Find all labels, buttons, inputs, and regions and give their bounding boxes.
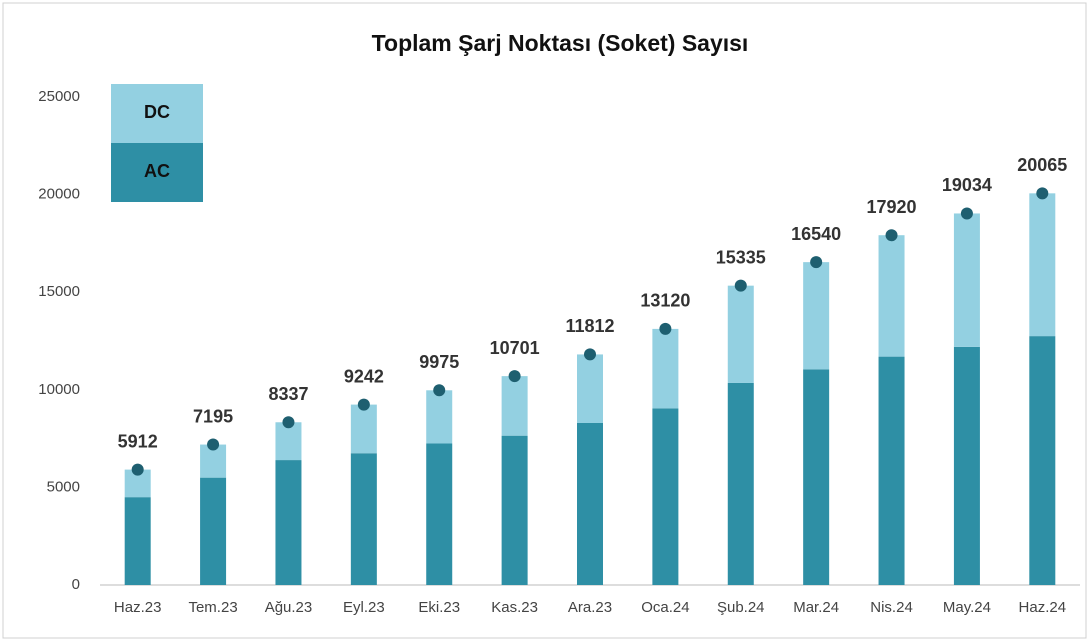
total-label: 11812 (565, 316, 614, 336)
x-tick-label: Şub.24 (717, 599, 765, 616)
y-tick-label: 5000 (47, 478, 80, 495)
legend-swatch (111, 84, 203, 143)
total-label: 9242 (344, 366, 384, 386)
total-label: 7195 (193, 406, 233, 426)
bar-segment (350, 453, 377, 585)
total-dot (810, 256, 823, 269)
total-label: 10701 (490, 338, 540, 358)
x-tick-label: Haz.24 (1019, 599, 1067, 616)
total-dot (885, 229, 898, 242)
bar-segment (275, 460, 302, 585)
y-tick-label: 10000 (38, 381, 80, 398)
x-tick-label: Eyl.23 (343, 599, 385, 616)
bar-segment (577, 422, 603, 585)
x-tick-label: Ara.23 (568, 599, 612, 616)
x-tick-label: Tem.23 (188, 599, 237, 616)
bar-segment (275, 422, 302, 461)
x-tick-label: Haz.23 (114, 599, 162, 616)
total-dot (433, 384, 446, 397)
total-label: 15335 (716, 247, 766, 267)
bar-segment (727, 285, 754, 383)
legend-label: AC (144, 161, 170, 181)
x-tick-label: Oca.24 (641, 599, 689, 616)
total-dot (508, 370, 521, 383)
bar-segment (878, 235, 905, 357)
x-tick-label: Kas.23 (491, 599, 538, 616)
total-dot (131, 463, 144, 476)
bar-segment (953, 346, 980, 585)
total-label: 9975 (419, 352, 459, 372)
y-tick-label: 25000 (38, 88, 80, 105)
bar-segment (124, 497, 151, 585)
bar-segment (1029, 336, 1056, 585)
y-tick-label: 15000 (38, 283, 80, 300)
total-label: 20065 (1017, 155, 1067, 175)
bar-segment (652, 408, 679, 585)
bar-segment (350, 404, 377, 454)
bar-segment (803, 262, 830, 370)
x-tick-label: Mar.24 (793, 599, 839, 616)
total-label: 5912 (118, 431, 158, 451)
y-tick-label: 20000 (38, 186, 80, 203)
bar-segment (878, 356, 905, 585)
total-dot (960, 207, 973, 220)
total-label: 16540 (791, 224, 841, 244)
total-label: 19034 (942, 175, 992, 195)
bar-segment (727, 382, 754, 585)
x-tick-label: May.24 (943, 599, 991, 616)
total-dot (357, 398, 370, 411)
x-tick-label: Nis.24 (870, 599, 913, 616)
x-tick-label: Eki.23 (418, 599, 460, 616)
bar-segment (1029, 193, 1056, 337)
bar-segment (501, 435, 528, 585)
total-dot (1036, 187, 1049, 200)
bar-segment (501, 376, 528, 436)
legend-swatch (111, 143, 203, 202)
total-label: 17920 (867, 197, 917, 217)
total-dot (659, 322, 672, 335)
bar-segment (652, 328, 679, 409)
total-dot (734, 279, 747, 292)
total-dot (584, 348, 596, 361)
total-dot (282, 416, 295, 429)
bar-segment (426, 390, 453, 444)
bar-segment (803, 369, 830, 585)
bar-segment (577, 354, 603, 423)
bar-segment (200, 477, 227, 585)
total-label: 13120 (640, 291, 690, 311)
chart-title: Toplam Şarj Noktası (Soket) Sayısı (372, 30, 749, 56)
y-tick-label: 0 (72, 576, 80, 593)
bar-segment (953, 213, 980, 347)
x-tick-label: Ağu.23 (265, 599, 313, 616)
total-dot (207, 438, 220, 451)
total-label: 8337 (268, 384, 308, 404)
bar-segment (426, 443, 453, 585)
legend-label: DC (144, 102, 170, 122)
